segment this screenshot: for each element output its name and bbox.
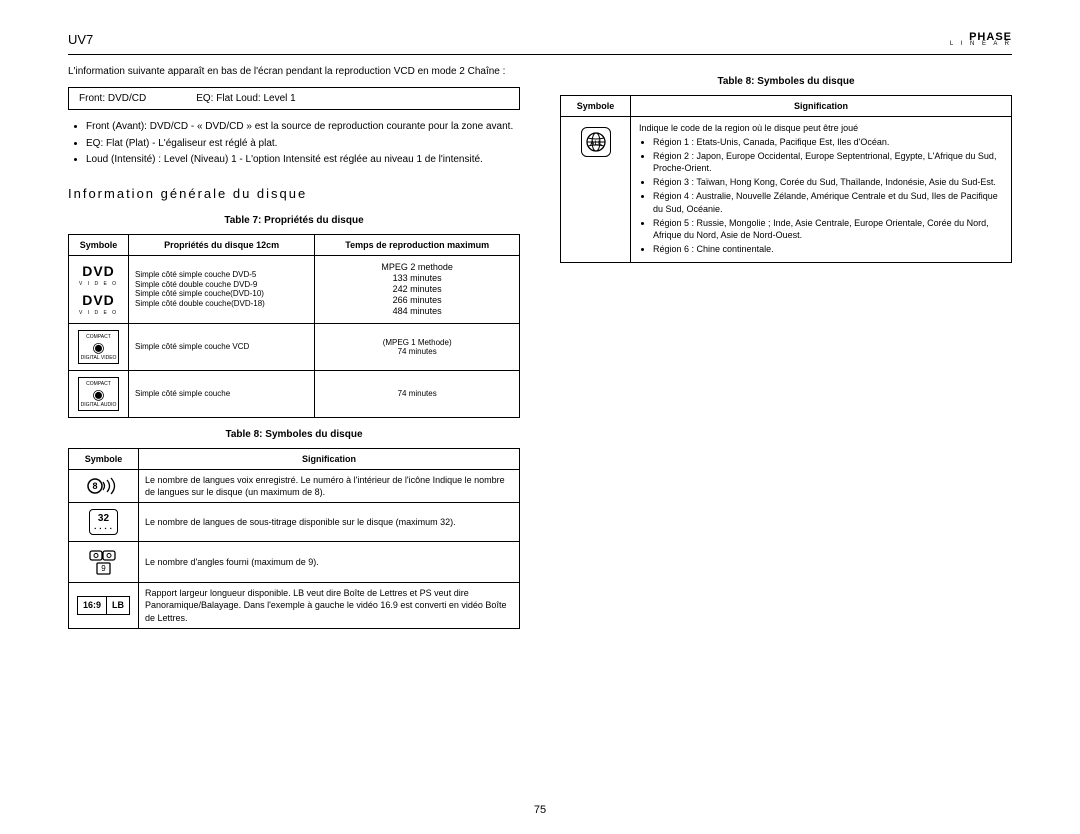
ratio-b: LB — [107, 597, 129, 613]
model-label: UV7 — [68, 32, 93, 47]
table8-title-left: Table 8: Symboles du disque — [68, 428, 520, 442]
region-item: Région 1 : Etats-Unis, Canada, Pacifique… — [653, 136, 1003, 148]
table8-h0: Symbole — [69, 448, 139, 469]
table8-right: Symbole Signification ALL Indique le cod… — [560, 95, 1012, 264]
page-header: UV7 PHASE L I N E A R — [68, 32, 1012, 48]
region-item: Région 4 : Australie, Nouvelle Zélande, … — [653, 190, 1003, 214]
bullet-item: EQ: Flat (Plat) - L'égaliseur est réglé … — [86, 137, 520, 151]
table8-left: Symbole Signification 8 Le nombre de lan… — [68, 448, 520, 629]
region-item: Région 6 : Chine continentale. — [653, 243, 1003, 255]
angle-icon: 9 — [69, 542, 139, 583]
region-icon: ALL — [561, 116, 631, 262]
region-intro: Indique le code de la region où le disqu… — [639, 122, 1003, 134]
page-number: 75 — [534, 804, 546, 816]
table8-title-right: Table 8: Symboles du disque — [560, 75, 1012, 89]
table7: Symbole Propriétés du disque 12cm Temps … — [68, 234, 520, 418]
svg-text:9: 9 — [101, 564, 106, 573]
sub-num: 32 — [98, 513, 109, 524]
table8r-h1: Signification — [631, 95, 1012, 116]
left-column: L'information suivante apparaît en bas d… — [68, 65, 520, 629]
table7-h0: Symbole — [69, 234, 129, 255]
table8-r1: Le nombre de langues de sous-titrage dis… — [139, 503, 520, 542]
region-cell: Indique le code de la region où le disqu… — [631, 116, 1012, 262]
svg-text:8: 8 — [92, 481, 97, 491]
audio-lang-icon: 8 — [69, 469, 139, 502]
content-columns: L'information suivante apparaît en bas d… — [68, 65, 1012, 629]
right-column: Table 8: Symboles du disque Symbole Sign… — [560, 65, 1012, 629]
bullet-item: Front (Avant): DVD/CD - « DVD/CD » est l… — [86, 120, 520, 134]
table8-r0: Le nombre de langues voix enregistré. Le… — [139, 469, 520, 502]
header-rule — [68, 54, 1012, 55]
dvd-icon: DVDV I D E O DVDV I D E O — [69, 255, 129, 323]
ratio-a: 16:9 — [78, 597, 107, 613]
bullet-item: Loud (Intensité) : Level (Niveau) 1 - L'… — [86, 153, 520, 167]
table7-h1: Propriétés du disque 12cm — [129, 234, 315, 255]
status-front: Front: DVD/CD — [79, 92, 146, 106]
status-eq: EQ: Flat Loud: Level 1 — [196, 92, 296, 106]
table8-r3: Rapport largeur longueur disponible. LB … — [139, 583, 520, 628]
region-item: Région 5 : Russie, Mongolie ; Inde, Asie… — [653, 217, 1003, 241]
table7-r2-prop: Simple côté simple couche — [129, 371, 315, 418]
table7-r1-prop: Simple côté simple couche VCD — [129, 324, 315, 371]
table7-r0-time: MPEG 2 methode 133 minutes 242 minutes 2… — [315, 255, 520, 323]
subtitle-icon: 32▪ ▪ ▪ ▪ — [69, 503, 139, 542]
aspect-ratio-icon: 16:9LB — [69, 583, 139, 628]
cd-icon: COMPACT◉DIGITAL AUDIO — [69, 371, 129, 418]
status-explanation-list: Front (Avant): DVD/CD - « DVD/CD » est l… — [68, 120, 520, 167]
brand-logo: PHASE L I N E A R — [950, 32, 1012, 48]
status-box: Front: DVD/CD EQ: Flat Loud: Level 1 — [68, 87, 520, 111]
table7-r0-prop: Simple côté simple couche DVD-5 Simple c… — [129, 255, 315, 323]
table7-r2-time: 74 minutes — [315, 371, 520, 418]
intro-text: L'information suivante apparaît en bas d… — [68, 65, 520, 79]
brand-subtitle: L I N E A R — [950, 42, 1012, 48]
vcd-icon: COMPACT◉DIGITAL VIDEO — [69, 324, 129, 371]
region-list: Région 1 : Etats-Unis, Canada, Pacifique… — [639, 136, 1003, 255]
table7-title: Table 7: Propriétés du disque — [68, 214, 520, 228]
section-title: Information générale du disque — [68, 185, 520, 203]
table7-h2: Temps de reproduction maximum — [315, 234, 520, 255]
table8-h1: Signification — [139, 448, 520, 469]
table8-r2: Le nombre d'angles fourni (maximum de 9)… — [139, 542, 520, 583]
table8r-h0: Symbole — [561, 95, 631, 116]
region-item: Région 3 : Taïwan, Hong Kong, Corée du S… — [653, 176, 1003, 188]
region-item: Région 2 : Japon, Europe Occidental, Eur… — [653, 150, 1003, 174]
svg-text:ALL: ALL — [590, 141, 602, 147]
table7-r1-time: (MPEG 1 Methode) 74 minutes — [315, 324, 520, 371]
